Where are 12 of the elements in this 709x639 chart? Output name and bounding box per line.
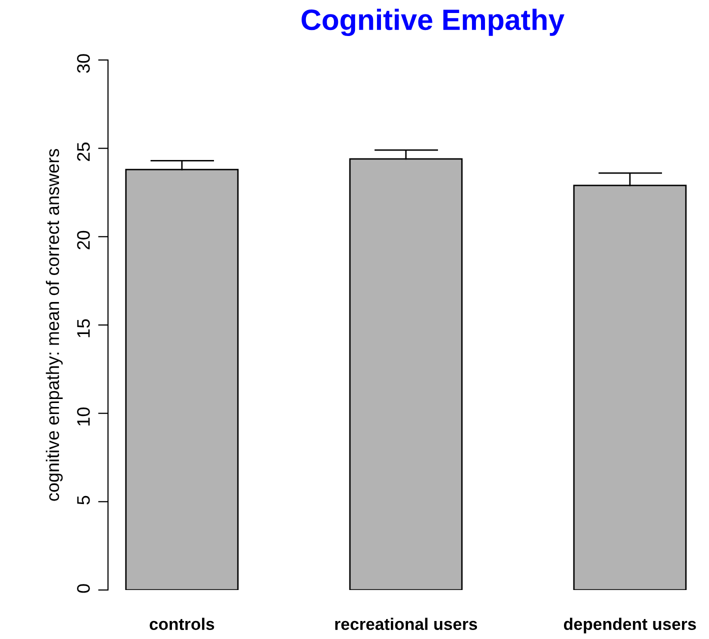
y-tick-label: 30 <box>77 54 90 73</box>
x-tick-label: recreational users <box>335 618 478 630</box>
y-tick-label: 15 <box>77 319 90 338</box>
y-tick-label: 0 <box>77 584 90 593</box>
y-tick-label: 20 <box>77 230 90 250</box>
y-tick-label: 5 <box>77 496 90 504</box>
x-tick-label: dependent users <box>564 618 696 634</box>
x-tick-label: controls <box>150 618 214 630</box>
chart-title: Cognitive Empathy <box>302 8 564 36</box>
y-axis-title: cognitive empathy: mean of correct answers <box>46 149 63 501</box>
y-tick-label: 10 <box>77 407 90 426</box>
y-tick-label: 25 <box>77 142 90 161</box>
